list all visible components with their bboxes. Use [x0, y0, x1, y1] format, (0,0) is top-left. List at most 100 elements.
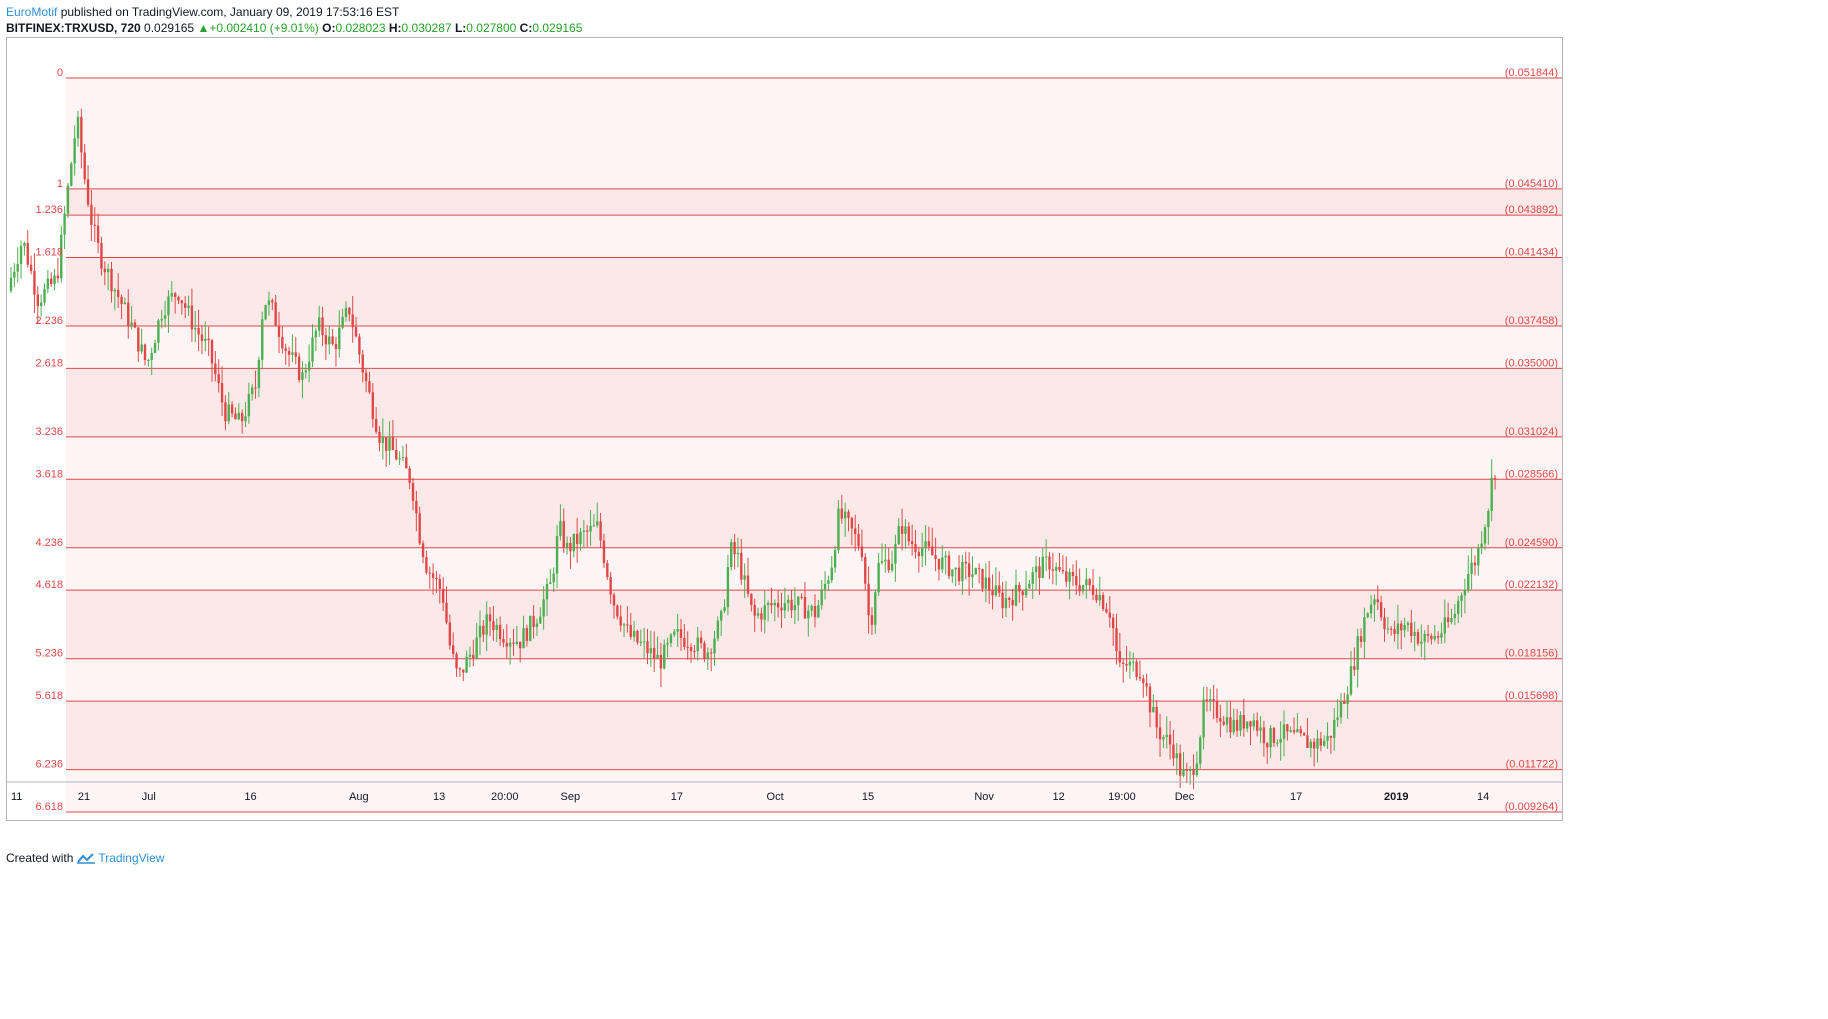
fib-price-label: (0.028566) — [1505, 468, 1558, 480]
candle — [1095, 588, 1098, 604]
candle — [1440, 622, 1443, 644]
candle — [1138, 660, 1142, 682]
candle — [261, 311, 264, 370]
candle-body — [358, 336, 361, 355]
candle — [961, 554, 964, 595]
candle-body — [351, 314, 354, 328]
candle — [197, 309, 200, 352]
candle-body — [947, 555, 951, 577]
candle-body — [696, 637, 699, 652]
candle-body — [301, 372, 304, 380]
candle — [837, 500, 840, 554]
candle — [1457, 595, 1460, 624]
candle-body — [425, 557, 428, 573]
candle-body — [1148, 686, 1152, 713]
candle — [713, 630, 716, 666]
candle — [770, 587, 773, 614]
candle-body — [753, 605, 756, 616]
x-tick-label: 13 — [433, 791, 445, 803]
candle — [639, 629, 642, 647]
candle-body — [388, 437, 391, 451]
candle — [850, 516, 854, 546]
x-tick-label: 15 — [862, 791, 874, 803]
author-link[interactable]: EuroMotif — [6, 5, 58, 19]
candle-body — [23, 242, 26, 246]
candle-body — [529, 615, 532, 641]
candle — [1152, 694, 1155, 713]
candle — [515, 625, 519, 646]
candle — [140, 328, 143, 355]
candle — [358, 333, 361, 364]
candle-body — [562, 521, 565, 548]
candle-body — [445, 602, 448, 623]
candle-body — [281, 336, 284, 349]
candle — [1125, 646, 1128, 672]
candle-body — [1286, 724, 1289, 732]
candle — [1058, 553, 1061, 573]
candle-body — [827, 580, 830, 584]
chart-canvas[interactable]: 0 (0.051844) 1 (0.045410) 1.236 (0.043892) 1.6… — [7, 38, 1562, 820]
candle-body — [1132, 661, 1135, 663]
chart-area[interactable]: 0 (0.051844) 1 (0.045410) 1.236 (0.043892) 1.6… — [6, 37, 1563, 821]
candle — [726, 554, 730, 616]
candle-body — [870, 615, 874, 625]
candle — [599, 513, 602, 548]
candle — [696, 626, 699, 661]
candle — [120, 294, 123, 320]
candle — [1028, 579, 1031, 589]
candle-body — [857, 533, 860, 547]
candle-body — [56, 275, 60, 279]
candle-body — [1296, 729, 1299, 733]
candle-body — [197, 328, 200, 335]
candle — [1055, 562, 1058, 586]
candle — [371, 383, 374, 428]
candle — [478, 610, 482, 656]
candle — [783, 587, 787, 619]
candle-body — [1436, 636, 1440, 638]
candle-body — [475, 637, 478, 659]
candle-body — [1061, 569, 1065, 572]
candle — [1229, 701, 1232, 739]
candle — [1068, 568, 1071, 600]
candle — [596, 502, 599, 528]
candle — [582, 519, 586, 548]
candle-body — [1011, 599, 1014, 606]
candle-body — [894, 543, 897, 564]
candle — [746, 557, 750, 598]
candle-body — [927, 541, 931, 547]
candle — [910, 524, 914, 556]
candle-body — [1262, 727, 1266, 744]
candle — [1162, 735, 1165, 749]
created-with-text: Created with — [6, 851, 74, 865]
candle-body — [1443, 617, 1446, 634]
candle — [502, 629, 505, 648]
candle-body — [1192, 769, 1195, 775]
candle — [177, 295, 180, 304]
candle — [679, 618, 683, 651]
candle-body — [1215, 700, 1219, 718]
candle — [411, 478, 415, 511]
candle-body — [80, 116, 83, 153]
tradingview-brand: TradingView — [98, 851, 165, 865]
candle-body — [519, 641, 522, 649]
candle-body — [60, 234, 63, 279]
candle-body — [1470, 562, 1473, 575]
candle — [1132, 652, 1135, 672]
candle — [1034, 555, 1038, 591]
candle-body — [1068, 571, 1071, 582]
low-label: L: — [454, 21, 467, 35]
candle-body — [877, 562, 880, 593]
candle-body — [636, 631, 639, 643]
candle — [251, 384, 254, 401]
candle-body — [669, 634, 673, 644]
candle-body — [63, 213, 66, 235]
candle-body — [1185, 769, 1189, 772]
tradingview-logo[interactable]: TradingView — [76, 851, 164, 865]
candle-body — [1111, 617, 1115, 629]
candle-body — [1416, 632, 1420, 644]
candle-body — [173, 293, 177, 297]
candle-body — [1426, 633, 1430, 636]
open-label: O: — [322, 21, 336, 35]
candle-body — [797, 596, 800, 606]
candle — [167, 290, 170, 333]
